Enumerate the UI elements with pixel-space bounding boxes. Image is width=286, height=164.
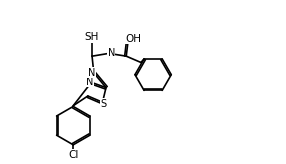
Text: OH: OH [125, 34, 141, 44]
Text: S: S [100, 99, 106, 109]
Text: SH: SH [85, 32, 99, 42]
Text: N: N [86, 77, 93, 87]
Text: N: N [108, 48, 115, 58]
Text: Cl: Cl [68, 150, 78, 160]
Text: N: N [88, 68, 95, 78]
